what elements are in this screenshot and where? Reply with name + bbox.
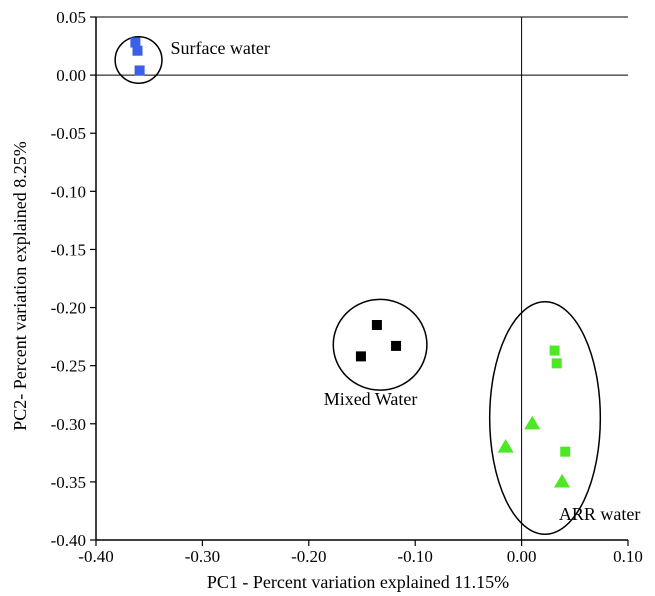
y-tick-label: -0.20 — [51, 299, 86, 318]
y-tick-label: -0.25 — [51, 357, 86, 376]
group-ellipse — [332, 298, 428, 391]
y-tick-label: -0.10 — [51, 182, 86, 201]
data-point-square — [132, 45, 143, 56]
y-tick-label: 0.00 — [56, 66, 86, 85]
data-point-triangle — [554, 473, 571, 488]
data-point-square — [391, 340, 402, 351]
data-point-square — [371, 319, 382, 330]
x-tick-label: -0.30 — [185, 547, 220, 566]
y-tick-label: -0.35 — [51, 473, 86, 492]
data-point-square — [549, 345, 560, 356]
data-point-triangle — [524, 415, 541, 430]
y-tick-label: 0.05 — [56, 8, 86, 27]
x-tick-label: -0.40 — [78, 547, 113, 566]
plot-area: 0.05 0.00 -0.05 -0.10 -0.15 -0.20 -0.25 -0.30 -0… — [51, 8, 643, 566]
y-tick-label: -0.30 — [51, 415, 86, 434]
data-point-square — [551, 358, 562, 369]
x-tick-label: 0.10 — [613, 547, 643, 566]
y-tick-label: -0.40 — [51, 531, 86, 550]
data-point-square — [134, 65, 145, 76]
group-label: Mixed Water — [324, 389, 418, 409]
data-point-triangle — [497, 439, 514, 453]
data-point-square — [355, 351, 366, 362]
x-tick-label: 0.00 — [507, 547, 537, 566]
x-axis-label: PC1 - Percent variation explained 11.15% — [207, 572, 509, 592]
group-label: Surface water — [170, 38, 269, 58]
y-tick-label: -0.05 — [51, 124, 86, 143]
group-ellipse — [488, 300, 602, 535]
y-axis-label: PC2- Percent variation explained 8.25% — [10, 141, 30, 430]
x-tick-label: -0.20 — [291, 547, 326, 566]
y-tick-label: -0.15 — [51, 240, 86, 259]
x-tick-label: -0.10 — [397, 547, 432, 566]
data-point-square — [560, 446, 571, 457]
data-point-square — [130, 37, 141, 48]
group-ellipse — [114, 36, 163, 84]
group-label: ARR water — [559, 504, 640, 524]
